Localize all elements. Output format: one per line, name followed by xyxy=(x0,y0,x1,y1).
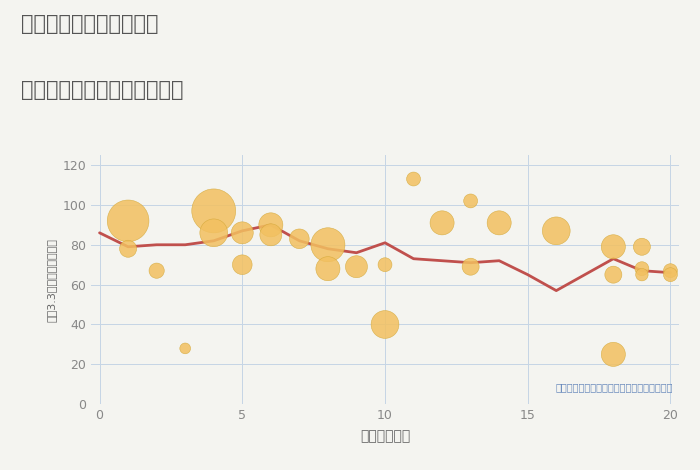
Point xyxy=(237,261,248,268)
Point xyxy=(636,271,648,278)
Point xyxy=(237,229,248,236)
Text: 駅距離別中古マンション価格: 駅距離別中古マンション価格 xyxy=(21,80,183,100)
Point xyxy=(379,321,391,328)
Point xyxy=(408,175,419,183)
Point xyxy=(351,263,362,270)
Point xyxy=(122,217,134,225)
Point xyxy=(294,235,305,243)
Point xyxy=(636,243,648,251)
Point xyxy=(551,227,562,235)
Point xyxy=(665,271,676,278)
Point xyxy=(494,219,505,227)
Point xyxy=(151,267,162,274)
Point xyxy=(322,241,333,249)
Point xyxy=(265,221,276,228)
Point xyxy=(208,207,219,215)
Text: 三重県津市一志町其村の: 三重県津市一志町其村の xyxy=(21,14,158,34)
Point xyxy=(608,271,619,278)
Point xyxy=(265,231,276,239)
Point xyxy=(180,345,191,352)
Point xyxy=(379,261,391,268)
Text: 円の大きさは、取引のあった物件面積を示す: 円の大きさは、取引のあった物件面積を示す xyxy=(556,382,673,392)
Point xyxy=(122,245,134,252)
Point xyxy=(208,229,219,236)
Point xyxy=(465,197,476,205)
Point xyxy=(608,243,619,251)
Point xyxy=(437,219,448,227)
Point xyxy=(322,265,333,273)
Point xyxy=(608,351,619,358)
Point xyxy=(636,265,648,273)
X-axis label: 駅距離（分）: 駅距離（分） xyxy=(360,429,410,443)
Point xyxy=(465,263,476,270)
Y-axis label: 坪（3.3㎡）単価（万円）: 坪（3.3㎡）単価（万円） xyxy=(47,238,57,321)
Point xyxy=(665,267,676,274)
